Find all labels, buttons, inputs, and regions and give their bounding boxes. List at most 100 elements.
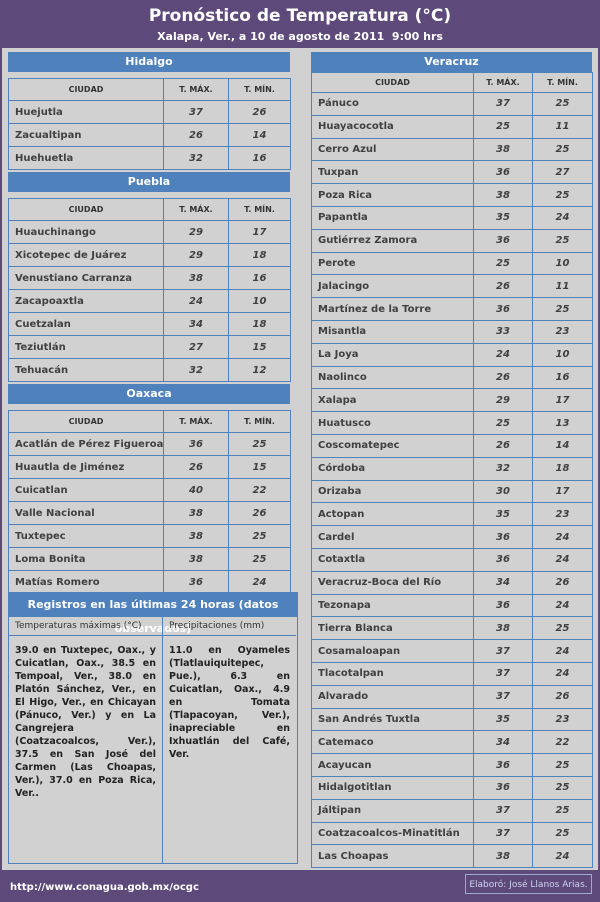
- url-link[interactable]: http://www.conagua.gob.mx/ocgc: [10, 882, 199, 893]
- city-cell: Coscomatepec: [311, 433, 474, 458]
- table-row: Perote 25 10: [311, 251, 593, 276]
- region-header: Oaxaca: [8, 384, 290, 404]
- city-cell: Cotaxtla: [311, 547, 474, 572]
- temperature-cell: 38: [473, 183, 533, 207]
- city-cell: Catemaco: [311, 730, 474, 755]
- city-cell: San Andrés Tuxtla: [311, 707, 474, 732]
- column-header-row: CIUDAD T. MÁX. T. MÍN.: [311, 72, 593, 93]
- temperature-cell: 26: [473, 274, 533, 299]
- title: Pronóstico de Temperatura (°C): [148, 6, 452, 26]
- table-row: Acatlán de Pérez Figueroa 36 25: [8, 432, 291, 456]
- city-cell: Actopan: [311, 502, 474, 527]
- table-row: Xalapa 29 17: [311, 388, 593, 413]
- city-cell: Matías Romero: [8, 570, 164, 594]
- city-cell: Misantla: [311, 319, 474, 344]
- table-row: Teziutlán 27 15: [8, 335, 291, 359]
- temperature-cell: 34: [473, 730, 533, 755]
- temperature-cell: 38: [473, 844, 533, 869]
- temperature-cell: 25: [473, 114, 533, 139]
- region-header: Veracruz: [311, 52, 592, 72]
- temperature-cell: 25: [473, 251, 533, 276]
- temperature-cell: 36: [473, 547, 533, 572]
- table-row: Loma Bonita 38 25: [8, 547, 291, 571]
- city-cell: Veracruz-Boca del Río: [311, 570, 474, 595]
- temperature-cell: 33: [473, 319, 533, 344]
- temperature-cell: 37: [473, 661, 533, 686]
- temperature-cell: 37: [473, 821, 533, 846]
- table-row: Tlacotalpan 37 24: [311, 661, 593, 686]
- temperature-cell: 25: [532, 137, 593, 162]
- temperature-cell: 37: [163, 100, 229, 124]
- temperature-cell: 25: [473, 411, 533, 435]
- city-cell: Orizaba: [311, 479, 474, 504]
- temperature-cell: 26: [532, 684, 593, 709]
- temperature-cell: 25: [532, 775, 593, 800]
- city-cell: Las Choapas: [311, 844, 474, 869]
- table-row: Jalacingo 26 11: [311, 274, 593, 299]
- table-row: Orizaba 30 17: [311, 479, 593, 504]
- city-cell: Valle Nacional: [8, 501, 164, 525]
- city-cell: Tlacotalpan: [311, 661, 474, 686]
- table-row: Cuicatlan 40 22: [8, 478, 291, 502]
- temperature-cell: 29: [473, 388, 533, 413]
- column-header-row: CIUDAD T. MÁX. T. MÍN.: [8, 410, 291, 433]
- table-row: Poza Rica 38 25: [311, 183, 593, 207]
- temperature-cell: 11: [532, 274, 593, 299]
- records-box: Registros en las últimas 24 horas (datos…: [8, 592, 298, 864]
- city-cell: Loma Bonita: [8, 547, 164, 571]
- temperature-cell: 18: [228, 312, 291, 336]
- table-row: Veracruz-Boca del Río 34 26: [311, 570, 593, 595]
- records-title: Registros en las últimas 24 horas (datos…: [9, 593, 297, 635]
- city-cell: Xalapa: [311, 388, 474, 413]
- city-cell: Jáltipan: [311, 798, 474, 823]
- records-heading: Precipitaciones (mm): [163, 621, 296, 636]
- temperature-cell: 34: [163, 312, 229, 336]
- city-cell: Cosamaloapan: [311, 639, 474, 663]
- city-cell: Tehuacán: [8, 358, 164, 382]
- temperature-cell: 10: [532, 342, 593, 367]
- table-row: Huayacocotla 25 11: [311, 114, 593, 139]
- region-block: Oaxaca CIUDAD T. MÁX. T. MÍN. Acatlán de Pér…: [8, 384, 291, 594]
- temperature-cell: 14: [532, 433, 593, 458]
- city-cell: Huatusco: [311, 411, 474, 435]
- table-row: Matías Romero 36 24: [8, 570, 291, 594]
- temperature-cell: 24: [228, 570, 291, 594]
- city-cell: Jalacingo: [311, 274, 474, 299]
- region-header: Hidalgo: [8, 52, 290, 72]
- temperature-cell: 25: [532, 183, 593, 207]
- temperature-cell: 25: [532, 228, 593, 253]
- city-cell: Coatzacoalcos-Minatitlán: [311, 821, 474, 846]
- column-header: T. MÍN.: [532, 72, 593, 93]
- records-column: Precipitaciones (mm) 11.0 en Oyameles (T…: [163, 617, 296, 863]
- temperature-cell: 26: [532, 570, 593, 595]
- temperature-cell: 36: [473, 297, 533, 321]
- column-header: T. MÁX.: [163, 198, 229, 221]
- temperature-cell: 26: [473, 433, 533, 458]
- city-cell: Gutiérrez Zamora: [311, 228, 474, 253]
- temperature-cell: 24: [163, 289, 229, 313]
- city-cell: Huautla de Jiménez: [8, 455, 164, 479]
- temperature-table: CIUDAD T. MÁX. T. MÍN. Pánuco 37 25 Huayacocot…: [311, 72, 593, 869]
- temperature-cell: 36: [163, 570, 229, 594]
- temperature-table: CIUDAD T. MÁX. T. MÍN. Acatlán de Pérez Fig…: [8, 410, 291, 594]
- temperature-cell: 38: [163, 524, 229, 548]
- city-cell: Perote: [311, 251, 474, 276]
- city-cell: Papantla: [311, 205, 474, 230]
- temperature-cell: 17: [228, 220, 291, 244]
- temperature-cell: 17: [532, 388, 593, 413]
- city-cell: Alvarado: [311, 684, 474, 709]
- table-row: Huautla de Jiménez 26 15: [8, 455, 291, 479]
- temperature-cell: 24: [532, 205, 593, 230]
- city-cell: Huayacocotla: [311, 114, 474, 139]
- temperature-cell: 32: [163, 146, 229, 170]
- city-cell: Venustiano Carranza: [8, 266, 164, 290]
- column-header: CIUDAD: [8, 410, 164, 433]
- temperature-cell: 24: [532, 547, 593, 572]
- records-text: 11.0 en Oyameles (Tlatlauiquitepec, Pue.…: [169, 645, 290, 760]
- temperature-cell: 13: [532, 411, 593, 435]
- city-cell: Huejutla: [8, 100, 164, 124]
- city-cell: Naolinco: [311, 365, 474, 390]
- temperature-cell: 22: [532, 730, 593, 755]
- table-row: Alvarado 37 26: [311, 684, 593, 709]
- table-row: Tuxpan 36 27: [311, 160, 593, 185]
